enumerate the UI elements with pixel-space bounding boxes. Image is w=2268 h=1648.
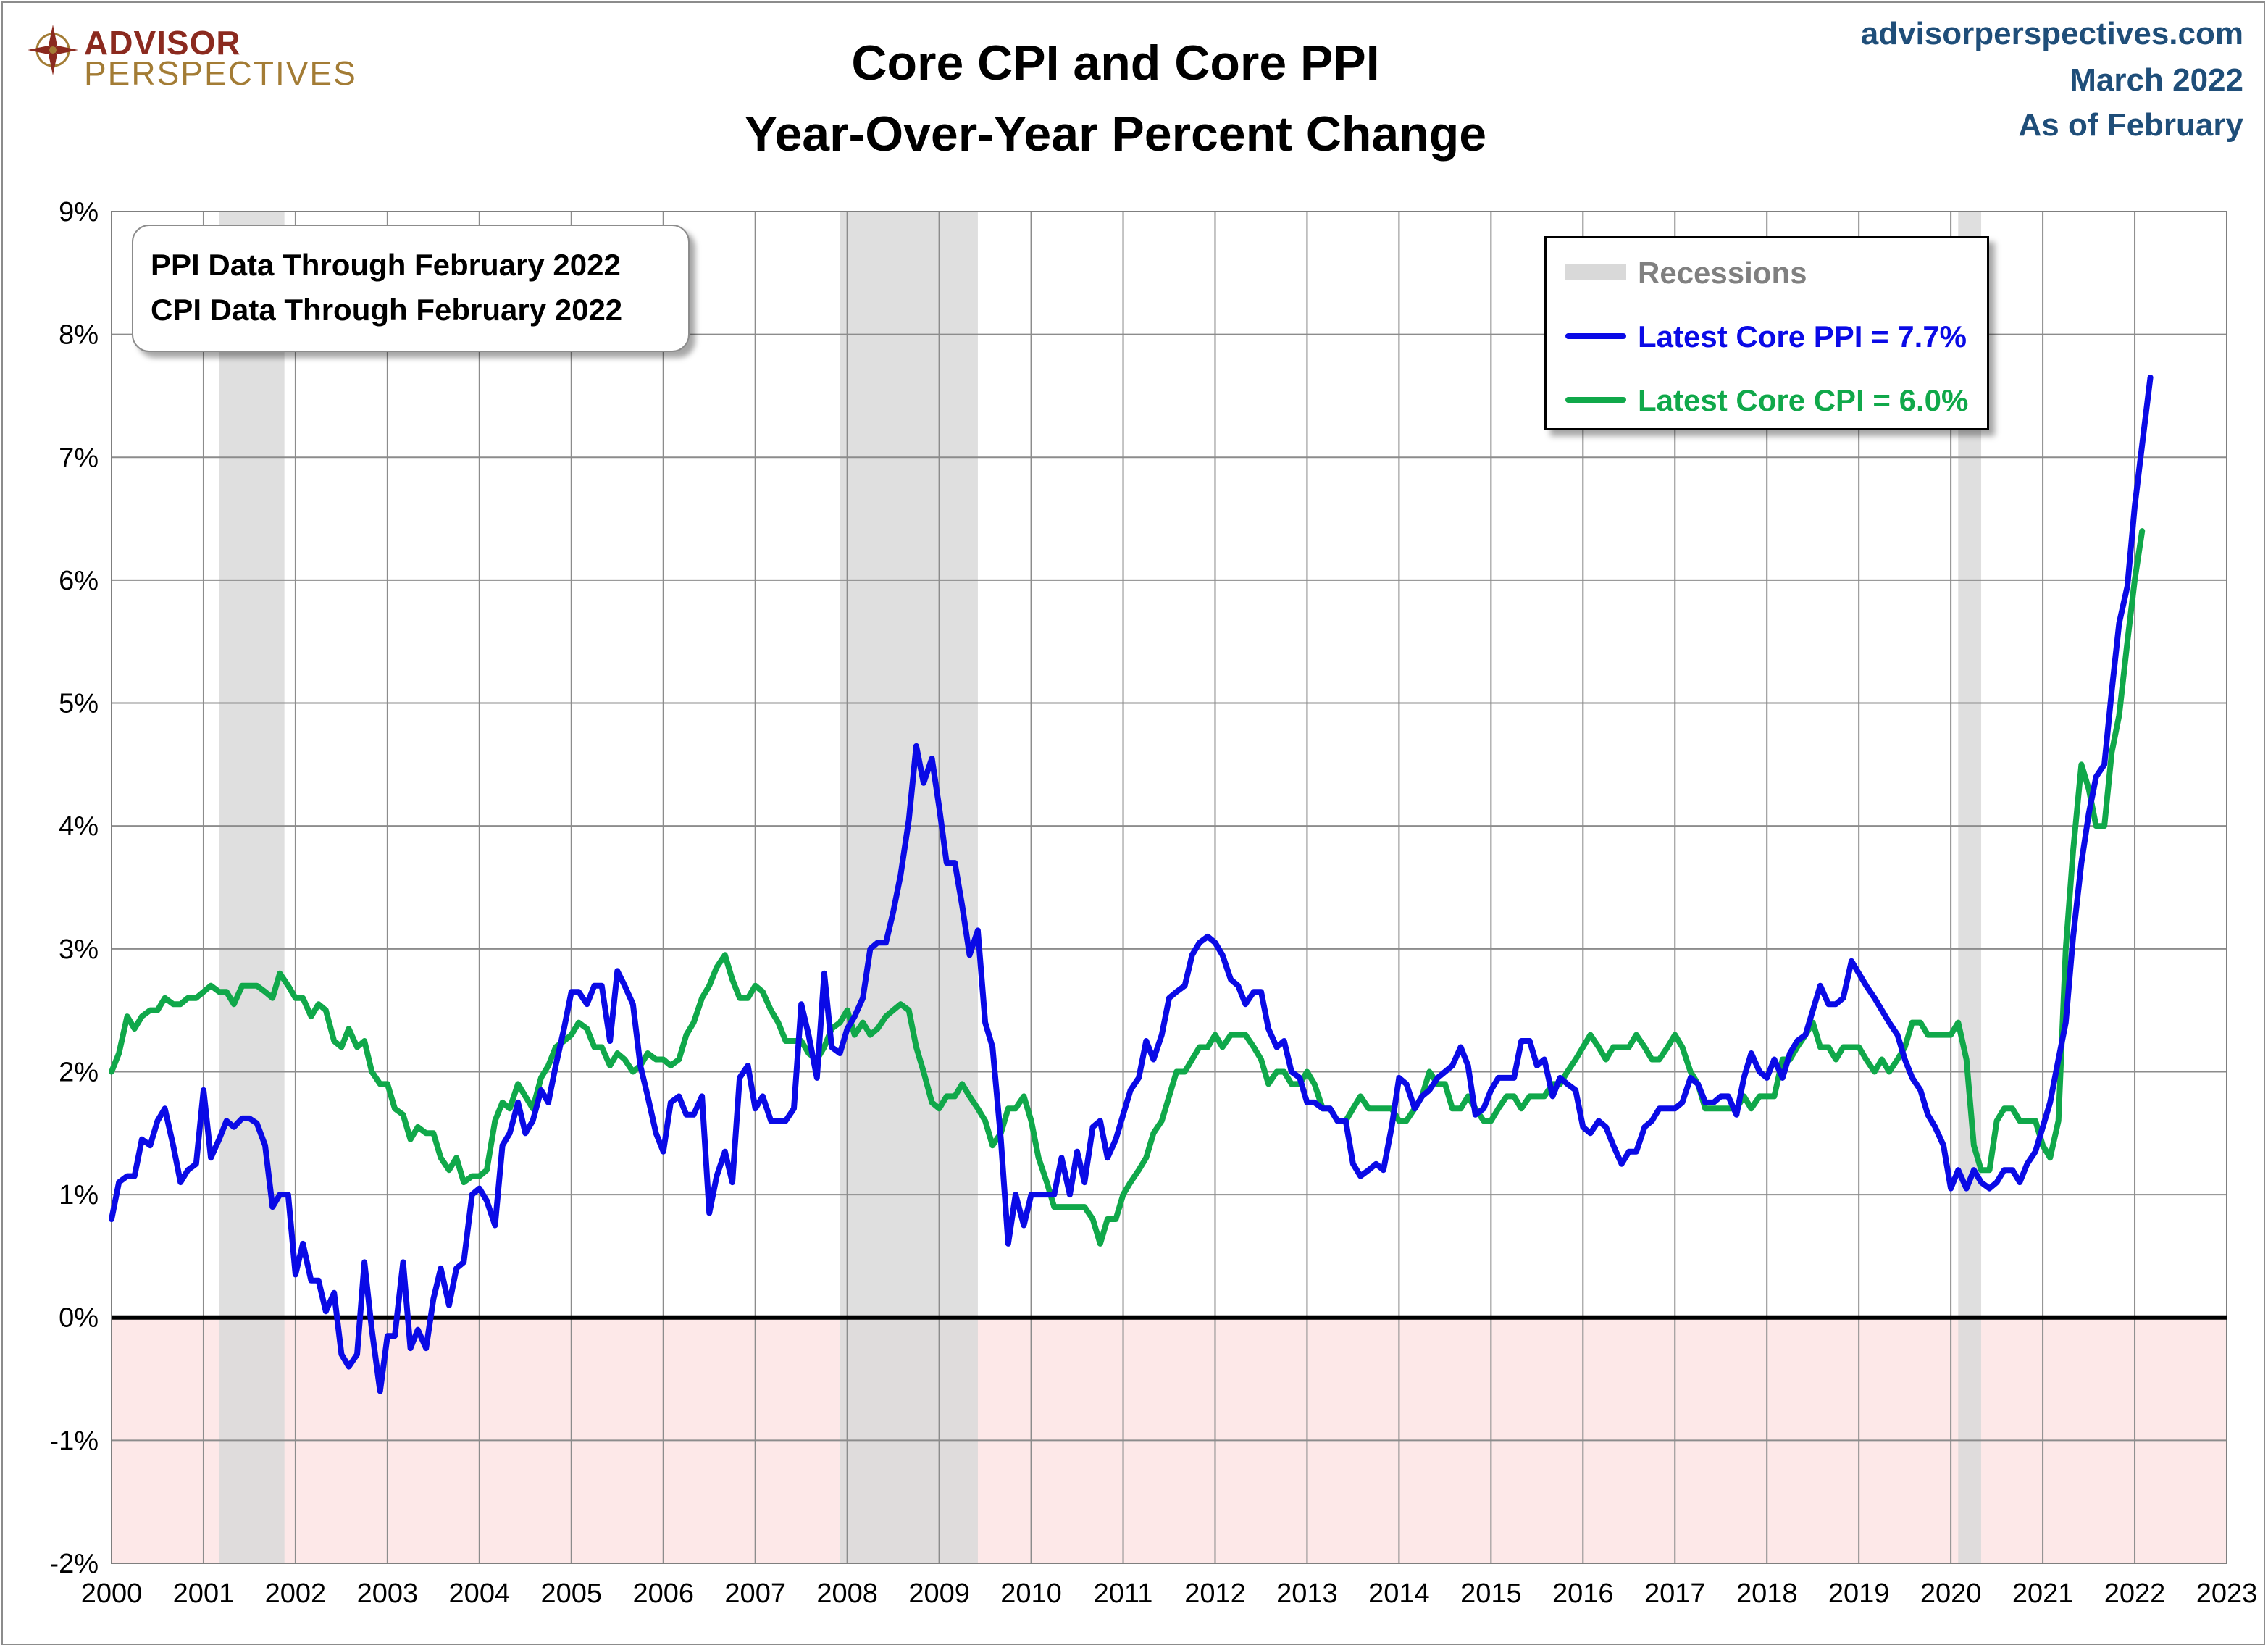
x-tick-label: 2007 <box>724 1578 786 1609</box>
y-tick-label: 9% <box>59 197 99 227</box>
legend-cpi-label: Latest Core CPI = 6.0% <box>1638 383 1969 417</box>
legend-ppi-swatch <box>1565 333 1626 339</box>
legend-recession-swatch <box>1565 264 1626 280</box>
compass-rose-icon <box>28 25 78 75</box>
legend-cpi-swatch <box>1565 397 1626 403</box>
y-tick-label: 4% <box>59 811 99 842</box>
data-through-note: PPI Data Through February 2022 CPI Data … <box>132 225 690 352</box>
x-tick-label: 2016 <box>1552 1578 1614 1609</box>
x-tick-label: 2021 <box>2012 1578 2074 1609</box>
x-tick-label: 2020 <box>1920 1578 1982 1609</box>
x-tick-label: 2006 <box>632 1578 694 1609</box>
x-tick-label: 2012 <box>1184 1578 1246 1609</box>
x-tick-label: 2011 <box>1094 1578 1153 1609</box>
series-line-core-ppi <box>109 375 2154 1394</box>
y-tick-label: 7% <box>59 443 99 473</box>
x-tick-label: 2022 <box>2104 1578 2166 1609</box>
site-name: advisorperspectives.com <box>1860 16 2243 51</box>
recession-band <box>219 212 285 1563</box>
chart-title: Core CPI and Core PPI <box>851 35 1380 91</box>
chart-legend: Recessions Latest Core PPI = 7.7% Latest… <box>1544 236 1989 430</box>
x-tick-label: 2009 <box>908 1578 970 1609</box>
x-tick-label: 2017 <box>1644 1578 1706 1609</box>
x-tick-label: 2014 <box>1368 1578 1430 1609</box>
x-tick-label: 2008 <box>816 1578 878 1609</box>
y-tick-label: 6% <box>59 566 99 596</box>
x-tick-label: 2010 <box>1000 1578 1062 1609</box>
x-tick-label: 2015 <box>1460 1578 1522 1609</box>
y-tick-label: -2% <box>49 1549 99 1579</box>
y-tick-label: 2% <box>59 1057 99 1087</box>
ppi-data-through: PPI Data Through February 2022 <box>151 248 621 282</box>
x-tick-label: 2002 <box>265 1578 327 1609</box>
x-tick-label: 2023 <box>2196 1578 2258 1609</box>
x-tick-label: 2013 <box>1276 1578 1338 1609</box>
y-tick-label: 1% <box>59 1180 99 1210</box>
legend-recessions-label: Recessions <box>1638 256 1807 290</box>
y-tick-label: -1% <box>49 1426 99 1456</box>
x-tick-label: 2018 <box>1736 1578 1798 1609</box>
recession-band <box>840 212 978 1563</box>
advisor-perspectives-logo: ADVISOR PERSPECTIVES <box>28 20 356 93</box>
logo-wordmark-advisor: ADVISOR <box>84 24 241 62</box>
y-tick-label: 3% <box>59 934 99 965</box>
chart-subtitle: Year-Over-Year Percent Change <box>744 106 1487 162</box>
x-tick-label: 2001 <box>173 1578 235 1609</box>
x-tick-label: 2019 <box>1828 1578 1890 1609</box>
plot-border <box>111 211 2227 1564</box>
publish-date: March 2022 <box>2070 62 2243 98</box>
y-tick-label: 0% <box>59 1303 99 1334</box>
recession-band <box>1958 212 1982 1563</box>
x-tick-label: 2005 <box>541 1578 603 1609</box>
x-tick-label: 2000 <box>81 1578 143 1609</box>
logo-wordmark-perspectives: PERSPECTIVES <box>84 54 357 92</box>
x-tick-label: 2004 <box>449 1578 511 1609</box>
y-tick-label: 5% <box>59 689 99 719</box>
as-of-label: As of February <box>2018 107 2243 143</box>
legend-ppi-label: Latest Core PPI = 7.7% <box>1638 319 1967 354</box>
y-tick-label: 8% <box>59 320 99 351</box>
x-tick-label: 2003 <box>357 1578 419 1609</box>
cpi-data-through: CPI Data Through February 2022 <box>151 293 623 327</box>
